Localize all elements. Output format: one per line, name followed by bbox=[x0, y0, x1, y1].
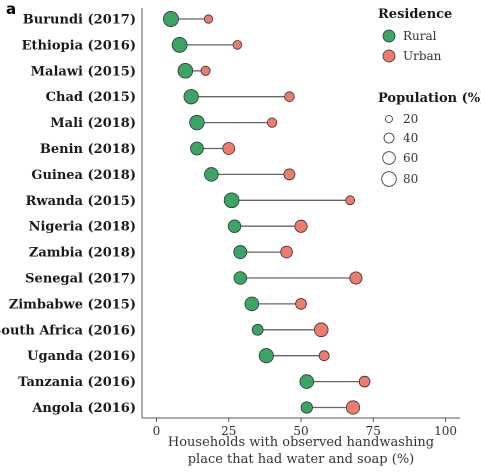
legend-size-60 bbox=[382, 151, 396, 165]
rural-point bbox=[177, 63, 194, 79]
rural-point bbox=[204, 167, 219, 182]
legend-size-80 bbox=[381, 171, 397, 187]
country-label: Nigeria (2018) bbox=[29, 220, 136, 235]
country-label: Chad (2015) bbox=[46, 90, 136, 105]
panel-label: a bbox=[6, 0, 16, 18]
x-axis-title-line-2: place that had water and soap (%) bbox=[188, 452, 415, 467]
rural-point bbox=[251, 323, 264, 336]
country-label: Ethiopia (2016) bbox=[22, 38, 136, 53]
country-label: South Africa (2016) bbox=[0, 323, 136, 338]
rural-point bbox=[171, 37, 188, 53]
rural-point bbox=[244, 296, 260, 312]
urban-point bbox=[313, 322, 329, 338]
urban-point bbox=[349, 271, 363, 285]
rural-point bbox=[258, 348, 274, 364]
legend-size-60-label: 60 bbox=[403, 151, 418, 165]
legend-size-40 bbox=[383, 132, 395, 144]
legend-size-20-label: 20 bbox=[403, 112, 418, 126]
urban-point bbox=[345, 400, 361, 415]
urban-point bbox=[318, 350, 330, 362]
urban-point bbox=[295, 298, 307, 310]
country-labels: Burundi (2017) Ethiopia (2016) Malawi (201… bbox=[0, 13, 136, 417]
legend-size-80-label: 80 bbox=[403, 172, 418, 186]
urban-point bbox=[283, 168, 296, 181]
country-label: Mali (2018) bbox=[50, 116, 136, 131]
legend-size-20 bbox=[385, 115, 393, 123]
urban-point bbox=[222, 142, 236, 155]
urban-point bbox=[232, 40, 243, 50]
legend-urban-swatch bbox=[382, 49, 396, 63]
legend-residence-title: Residence bbox=[378, 7, 452, 22]
x-ticks: 0 25 50 75 100 bbox=[153, 418, 457, 438]
country-label: Angola (2016) bbox=[31, 401, 136, 416]
legend-urban-label: Urban bbox=[403, 49, 442, 63]
country-label: Senegal (2017) bbox=[25, 272, 136, 287]
rural-point bbox=[183, 89, 199, 105]
country-label: Uganda (2016) bbox=[27, 349, 136, 364]
x-tick-label: 25 bbox=[221, 424, 236, 438]
rural-point bbox=[190, 141, 204, 156]
urban-point bbox=[266, 117, 278, 128]
country-label: Tanzania (2016) bbox=[18, 375, 136, 390]
urban-point bbox=[345, 195, 356, 206]
urban-point bbox=[200, 65, 211, 76]
rural-point bbox=[233, 271, 248, 285]
legend-population-title: Population (%) bbox=[378, 91, 481, 106]
rural-point bbox=[223, 192, 240, 209]
country-label: Zimbabwe (2015) bbox=[9, 297, 136, 312]
country-label: Burundi (2017) bbox=[23, 13, 136, 28]
country-label: Malawi (2015) bbox=[31, 64, 136, 79]
country-label: Rwanda (2015) bbox=[26, 194, 136, 209]
x-tick-label: 0 bbox=[153, 424, 161, 438]
rural-point bbox=[299, 374, 315, 389]
urban-point bbox=[280, 245, 293, 259]
legend-rural-swatch bbox=[382, 29, 396, 43]
legend-size-40-label: 40 bbox=[403, 131, 418, 145]
rural-point bbox=[162, 11, 179, 27]
rural-point bbox=[189, 114, 205, 131]
x-tick-label: 50 bbox=[293, 424, 308, 438]
urban-point bbox=[358, 375, 371, 388]
x-tick-label: 100 bbox=[434, 424, 457, 438]
country-label: Benin (2018) bbox=[40, 142, 136, 157]
dumbbell-marks bbox=[162, 11, 371, 415]
rural-point bbox=[233, 245, 248, 260]
urban-point bbox=[294, 219, 308, 233]
rural-point bbox=[227, 219, 242, 233]
country-label: Guinea (2018) bbox=[31, 168, 136, 183]
rural-point bbox=[300, 401, 313, 414]
urban-point bbox=[203, 14, 214, 24]
country-label: Zambia (2018) bbox=[29, 246, 136, 261]
x-axis-title-line-1: Households with observed handwashing bbox=[168, 435, 434, 450]
urban-point bbox=[284, 91, 295, 102]
legend-rural-label: Rural bbox=[403, 29, 437, 43]
x-tick-label: 75 bbox=[366, 424, 381, 438]
legend: Residence Rural Urban Population (%) 20 … bbox=[378, 7, 481, 187]
